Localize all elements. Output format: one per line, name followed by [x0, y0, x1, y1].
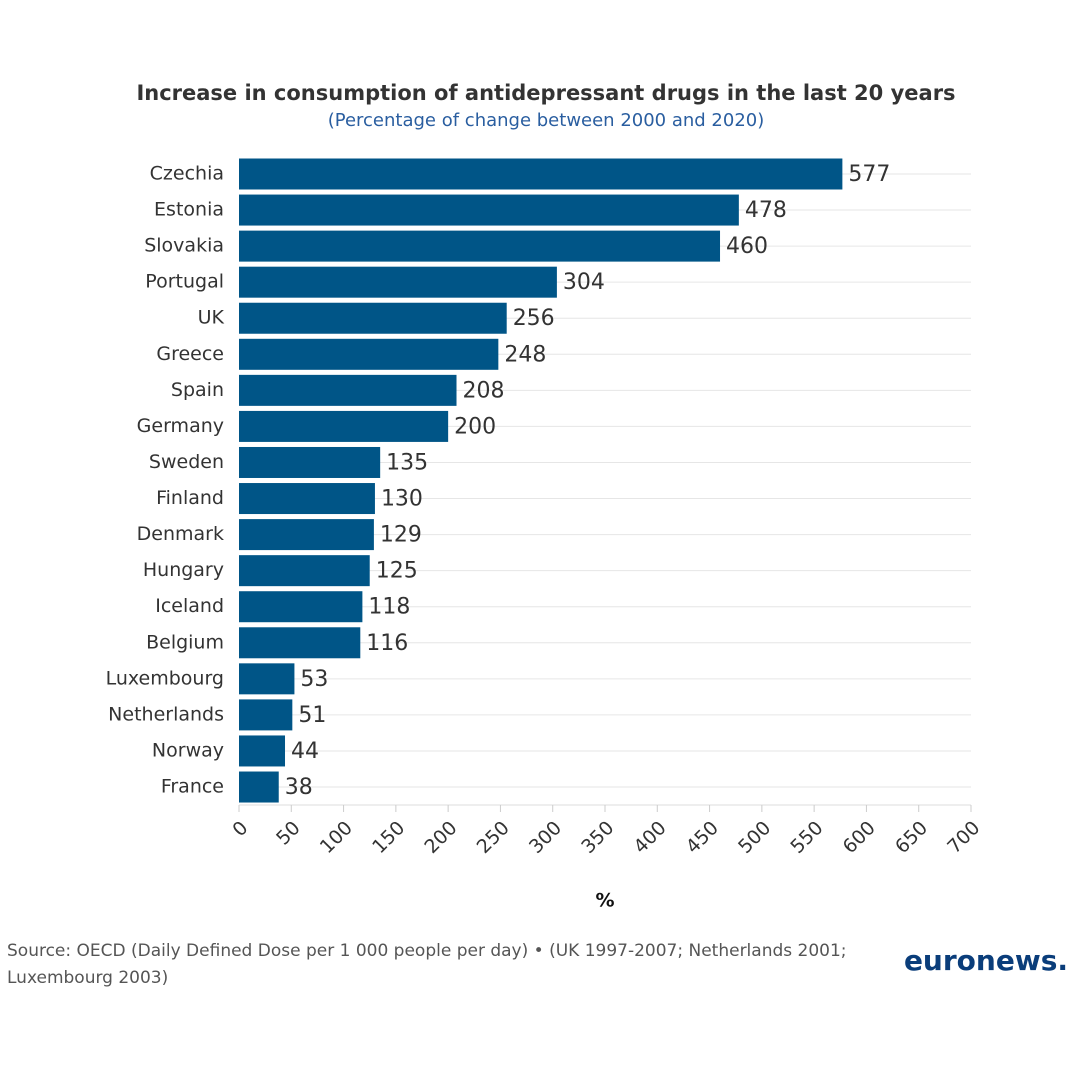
value-label: 118 — [368, 595, 410, 620]
logo: euronews. — [904, 944, 1068, 977]
bar — [239, 483, 375, 515]
y-tick-label: Czechia — [150, 163, 224, 185]
bar — [239, 194, 739, 226]
x-tick-label: 550 — [786, 817, 827, 858]
value-label: 208 — [463, 378, 505, 403]
value-label: 44 — [291, 739, 319, 764]
bar — [239, 555, 370, 587]
bar — [239, 230, 721, 262]
bar — [239, 771, 279, 803]
y-tick-label: Spain — [171, 379, 224, 401]
value-label: 135 — [386, 450, 428, 475]
value-label: 129 — [380, 523, 422, 548]
value-label: 304 — [563, 270, 605, 295]
x-tick-label: 400 — [630, 817, 671, 858]
value-label: 38 — [285, 775, 313, 800]
x-tick-label: 650 — [891, 817, 932, 858]
x-tick-label: 150 — [368, 817, 409, 858]
chart-subtitle: (Percentage of change between 2000 and 2… — [328, 110, 765, 131]
value-label: 53 — [300, 667, 328, 692]
bar — [239, 627, 361, 659]
y-tick-label: Finland — [156, 487, 224, 509]
x-axis-label: % — [595, 890, 614, 912]
x-tick-label: 700 — [943, 817, 984, 858]
y-tick-label: Estonia — [154, 199, 224, 221]
y-tick-label: Greece — [156, 343, 224, 365]
value-label: 248 — [504, 342, 546, 367]
x-tick-label: 450 — [682, 817, 723, 858]
value-label: 478 — [745, 198, 787, 223]
bar — [239, 338, 499, 370]
x-tick-label: 350 — [577, 817, 618, 858]
y-tick-label: Netherlands — [108, 703, 224, 725]
source-note: Source: OECD (Daily Defined Dose per 1 0… — [7, 941, 847, 988]
bar — [239, 410, 449, 442]
y-tick-label: Norway — [152, 739, 224, 761]
chart-title: Increase in consumption of antidepressan… — [136, 81, 955, 105]
x-tick-label: 100 — [316, 817, 357, 858]
value-label: 256 — [513, 306, 555, 331]
bar — [239, 266, 557, 298]
bar — [239, 735, 286, 767]
x-tick-label: 250 — [473, 817, 514, 858]
bar — [239, 374, 457, 406]
x-tick-label: 200 — [420, 817, 461, 858]
value-label: 116 — [366, 631, 408, 656]
value-label: 200 — [454, 414, 496, 439]
x-tick-label: 500 — [734, 817, 775, 858]
bar — [239, 699, 293, 731]
y-tick-label: Sweden — [149, 451, 224, 473]
value-label: 51 — [298, 703, 326, 728]
y-tick-label: Hungary — [143, 559, 224, 581]
y-tick-label: Iceland — [155, 595, 224, 617]
value-label: 130 — [381, 487, 423, 512]
value-label: 460 — [726, 234, 768, 259]
bar — [239, 663, 295, 695]
x-tick-label: 50 — [272, 817, 305, 850]
x-tick-label: 600 — [839, 817, 880, 858]
x-tick-label: 300 — [525, 817, 566, 858]
y-tick-label: Luxembourg — [106, 667, 224, 689]
y-tick-label: Belgium — [146, 631, 224, 653]
value-label: 125 — [376, 559, 418, 584]
y-tick-label: Denmark — [137, 523, 224, 545]
bar — [239, 158, 843, 190]
y-tick-label: Slovakia — [144, 235, 224, 257]
y-tick-label: Portugal — [145, 271, 224, 293]
bar — [239, 302, 507, 334]
bar — [239, 519, 374, 551]
y-tick-label: France — [161, 776, 224, 798]
x-tick-label: 0 — [228, 817, 252, 841]
bar — [239, 446, 381, 478]
bar — [239, 591, 363, 623]
y-tick-label: Germany — [137, 415, 224, 437]
value-label: 577 — [848, 162, 890, 187]
y-tick-label: UK — [198, 307, 225, 329]
